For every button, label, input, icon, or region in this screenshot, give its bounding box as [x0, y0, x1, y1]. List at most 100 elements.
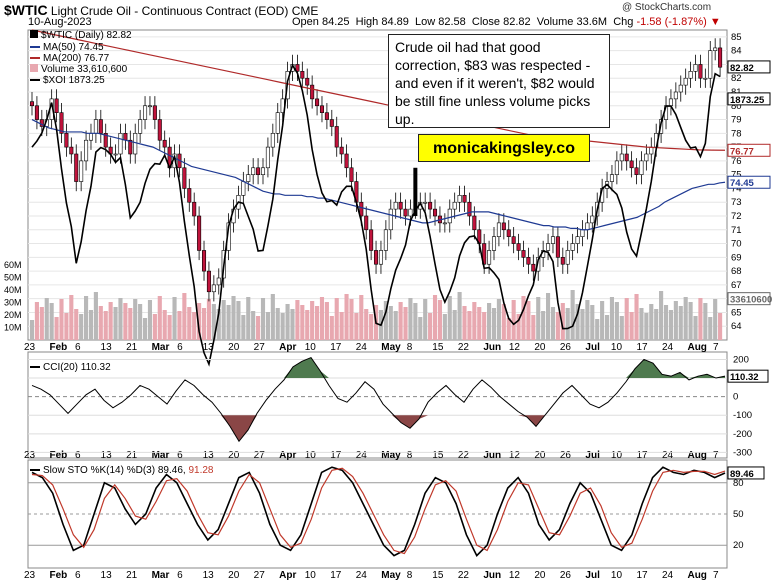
volume-bar — [629, 312, 634, 340]
x-tick-label: 21 — [126, 342, 138, 353]
x-tick-label: 10 — [611, 450, 623, 461]
sto-d-last: 91.28 — [188, 465, 214, 476]
volume-bar — [678, 306, 683, 340]
x-tick-label: 24 — [662, 570, 674, 581]
legend-volume: Volume 33,610,600 — [30, 64, 127, 75]
x-tick-label: 7 — [713, 342, 719, 353]
volume-bar — [501, 304, 506, 340]
volume-bar — [349, 299, 354, 340]
xoi-tag: 1873.25 — [730, 95, 765, 106]
cci-tick-label: 200 — [733, 354, 749, 365]
volume-tag: 33610600 — [730, 295, 772, 306]
legend-swatch — [30, 79, 40, 82]
candle-body — [251, 167, 256, 175]
candle-body — [423, 201, 428, 204]
volume-bar — [609, 297, 615, 340]
candle-body — [305, 77, 310, 86]
price-panel — [27, 29, 728, 341]
volume-bar — [275, 308, 280, 340]
volume-bar — [654, 309, 659, 340]
candle-body — [300, 71, 305, 79]
chg-value: -1.58 (-1.87%) — [636, 16, 707, 28]
x-tick-label: Apr — [279, 570, 296, 581]
candle-body — [103, 133, 108, 148]
volume-bar — [639, 308, 644, 340]
volume-bar — [369, 314, 374, 340]
volume-bar — [590, 305, 595, 340]
candle-body — [487, 250, 492, 265]
brand-banner: monicakingsley.co — [418, 134, 590, 162]
candle-body — [118, 133, 123, 155]
volume-bar — [34, 302, 39, 340]
x-tick-label: 15 — [432, 450, 444, 461]
volume-bar — [197, 303, 202, 340]
x-tick-label: 6 — [75, 342, 81, 353]
price-tick-label: 69 — [731, 252, 742, 263]
x-tick-label: 13 — [101, 570, 113, 581]
sto-title: Slow STO %K(14) %D(3) — [43, 465, 156, 476]
volume-bar — [324, 302, 329, 340]
candle-body — [560, 257, 565, 265]
candle-body — [698, 64, 703, 79]
candle-body — [383, 229, 388, 251]
volume-bar — [69, 295, 74, 340]
volume-bar — [256, 316, 261, 340]
x-tick-label: 10 — [611, 570, 623, 581]
volume-bar — [506, 318, 511, 340]
low-value: 82.58 — [438, 16, 466, 28]
volume-bar — [575, 304, 580, 340]
volume-bar — [718, 313, 723, 340]
volume-bar — [487, 303, 492, 340]
volume-value: 33.6M — [576, 16, 608, 28]
x-tick-label: 22 — [458, 450, 470, 461]
candle-body — [639, 160, 644, 175]
candle-body — [216, 277, 221, 286]
candle-body — [688, 71, 693, 79]
volume-tick-label: 10M — [4, 323, 22, 333]
x-tick-label: 23 — [24, 450, 36, 461]
candle-body — [69, 146, 74, 155]
volume-bar — [408, 298, 413, 340]
volume-bar — [201, 308, 207, 340]
price-tick-label: 73 — [731, 197, 742, 208]
chg-label: Chg — [613, 16, 634, 28]
volume-bar — [64, 313, 69, 340]
candle-body — [614, 160, 619, 175]
cci-negative-fill — [32, 415, 725, 442]
x-tick-label: 20 — [228, 450, 240, 461]
candle-body — [98, 119, 103, 134]
legend-price-text: $WTIC (Daily) 82.82 — [41, 30, 132, 41]
volume-bar — [290, 309, 295, 340]
volume-bar — [452, 310, 457, 340]
candle-body — [29, 101, 35, 107]
x-tick-label: 8 — [407, 570, 413, 581]
candle-body — [570, 243, 575, 251]
x-tick-label: Mar — [152, 450, 170, 461]
candle-body — [93, 119, 98, 134]
x-tick-label: 20 — [534, 450, 546, 461]
candle-body — [516, 243, 521, 251]
open-label: Open — [292, 16, 319, 28]
x-tick-label: Aug — [687, 450, 706, 461]
price-tick-label: 78 — [731, 128, 742, 139]
volume-bar — [496, 299, 501, 340]
x-tick-label: 23 — [24, 342, 36, 353]
cci-tag: 110.32 — [730, 372, 759, 383]
ma200-tag: 76.77 — [730, 146, 754, 157]
volume-bar — [192, 312, 197, 340]
price-tick-label: 74 — [731, 183, 742, 194]
volume-bar — [536, 297, 541, 340]
volume-bar — [59, 299, 64, 340]
x-tick-label: 24 — [356, 342, 368, 353]
volume-bar — [177, 311, 182, 340]
candle-body — [408, 208, 413, 217]
x-tick-label: 21 — [126, 570, 138, 581]
x-tick-label: Aug — [687, 570, 706, 581]
x-tick-label: 17 — [636, 570, 648, 581]
x-tick-label: 27 — [254, 570, 266, 581]
sto-tick-label: 50 — [733, 509, 744, 520]
candle-body — [152, 105, 157, 120]
candle-body — [339, 146, 344, 155]
candle-body — [88, 133, 93, 141]
candle-body — [511, 236, 516, 244]
